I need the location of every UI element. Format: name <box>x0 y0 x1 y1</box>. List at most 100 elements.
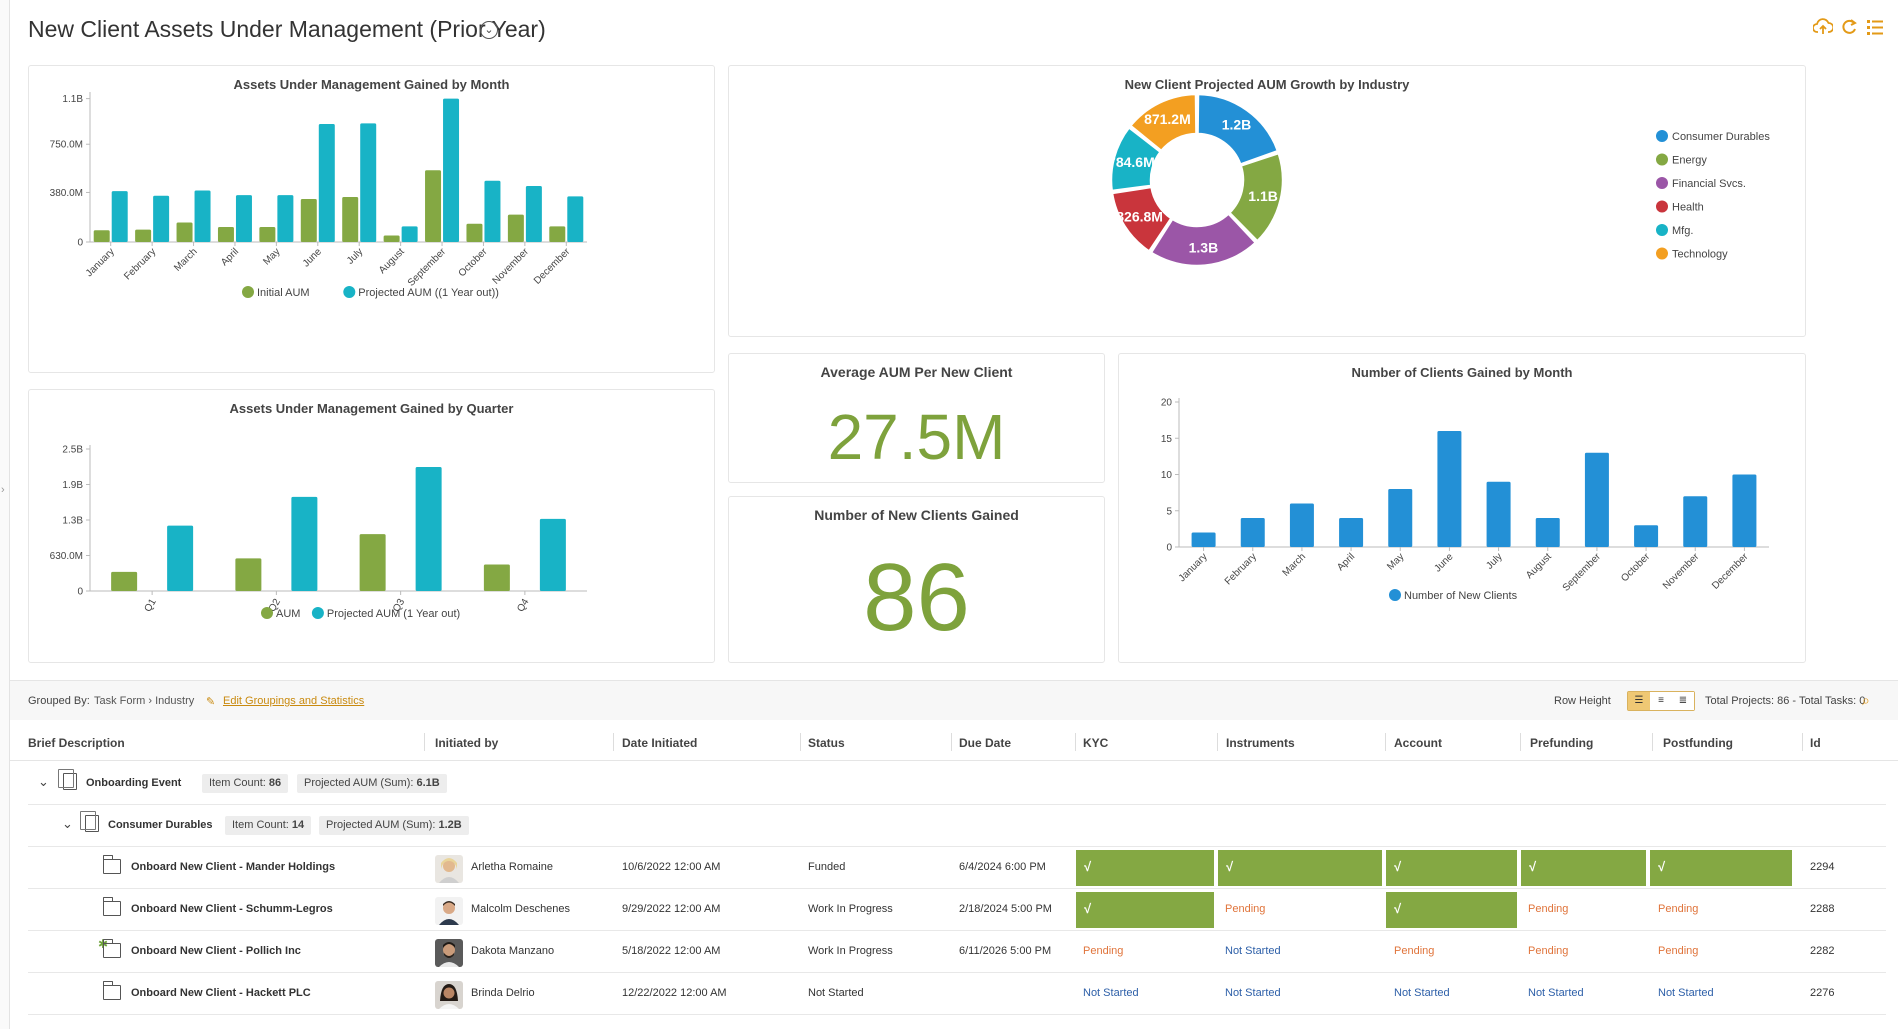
bar <box>525 185 542 242</box>
bar <box>360 123 377 242</box>
row-description[interactable]: Onboard New Client - Pollich Inc <box>131 945 301 957</box>
table-row[interactable]: Onboard New Client - Mander Holdings Arl… <box>28 847 1886 889</box>
kyc-status[interactable]: √ <box>1076 892 1214 928</box>
legend-marker <box>242 286 254 298</box>
bar <box>277 195 294 242</box>
legend-label: Energy <box>1672 155 1707 167</box>
group-row-onboarding-event[interactable]: ⌄ Onboarding Event Item Count: 86 Projec… <box>28 763 1886 805</box>
avg-aum-card: Average AUM Per New Client 27.5M <box>728 353 1105 483</box>
bar <box>443 98 460 242</box>
col-due-date[interactable]: Due Date <box>959 736 1012 750</box>
slice-label: 1.3B <box>1189 240 1219 256</box>
bar <box>291 496 318 591</box>
instruments-status[interactable]: Pending <box>1225 903 1266 915</box>
row-id: 2288 <box>1810 903 1835 915</box>
postfunding-status[interactable]: Pending <box>1658 903 1699 915</box>
legend-label: Mfg. <box>1672 225 1693 237</box>
col-account[interactable]: Account <box>1394 736 1442 750</box>
x-tick-label: August <box>1524 551 1554 581</box>
col-date-initiated[interactable]: Date Initiated <box>622 736 698 750</box>
aum-by-quarter-card: Assets Under Management Gained by Quarte… <box>28 389 715 663</box>
row-description[interactable]: Onboard New Client - Schumm-Legros <box>131 903 333 915</box>
edit-groupings-link[interactable]: Edit Groupings and Statistics <box>223 695 365 707</box>
prefunding-status[interactable]: Not Started <box>1528 987 1584 999</box>
row-height-medium-button[interactable]: ≡ <box>1650 692 1672 710</box>
col-prefunding[interactable]: Prefunding <box>1530 736 1594 750</box>
title-dropdown-button[interactable]: ⌄ <box>480 21 498 39</box>
group-row-consumer-durables[interactable]: ⌄ Consumer Durables Item Count: 14 Proje… <box>28 805 1886 847</box>
pie-slice <box>1109 125 1163 193</box>
col-kyc[interactable]: KYC <box>1083 736 1109 750</box>
bar <box>111 191 128 242</box>
avatar <box>435 981 463 1009</box>
instruments-status[interactable]: √ <box>1218 850 1382 886</box>
col-initiated-by[interactable]: Initiated by <box>435 736 499 750</box>
x-tick-label: October <box>1619 551 1652 584</box>
prefunding-status[interactable]: √ <box>1521 850 1646 886</box>
instruments-status[interactable]: Not Started <box>1225 945 1281 957</box>
account-status[interactable]: Pending <box>1394 945 1435 957</box>
x-tick-label: February <box>1223 551 1259 587</box>
col-status[interactable]: Status <box>808 736 845 750</box>
col-brief-description[interactable]: Brief Description <box>28 736 125 750</box>
table-row[interactable]: Onboard New Client - Schumm-Legros Malco… <box>28 889 1886 931</box>
search-comment-icon[interactable]: ⌕ <box>1862 692 1870 708</box>
chevron-right-icon: › <box>1 484 5 496</box>
prefunding-status[interactable]: Pending <box>1528 945 1569 957</box>
bar <box>1486 481 1511 547</box>
collapse-icon[interactable]: ⌄ <box>38 774 49 789</box>
row-height-small-button[interactable]: ≣ <box>1672 692 1694 710</box>
bar <box>1683 496 1708 547</box>
bar <box>135 229 152 242</box>
y-tick-label: 750.0M <box>50 140 83 151</box>
x-tick-label: August <box>377 246 407 276</box>
kyc-status[interactable]: √ <box>1076 850 1214 886</box>
x-tick-label: February <box>122 246 158 282</box>
slice-label: 826.8M <box>1116 209 1163 225</box>
kyc-status[interactable]: Pending <box>1083 945 1124 957</box>
refresh-icon[interactable] <box>1840 18 1858 41</box>
row-height-large-button[interactable]: ☰ <box>1628 692 1650 710</box>
y-tick-label: 2.5B <box>62 445 83 456</box>
legend-label: Initial AUM <box>257 287 310 299</box>
table-row[interactable]: Onboard New Client - Hackett PLC Brinda … <box>28 973 1886 1015</box>
postfunding-status[interactable]: Not Started <box>1658 987 1714 999</box>
postfunding-status[interactable]: √ <box>1650 850 1792 886</box>
bar <box>466 223 483 242</box>
row-initiated-by: Dakota Manzano <box>471 945 555 957</box>
folder-icon <box>102 897 121 916</box>
row-initiated-by: Brinda Delrio <box>471 987 535 999</box>
upload-icon[interactable] <box>1812 18 1835 41</box>
instruments-status[interactable]: Not Started <box>1225 987 1281 999</box>
row-status: Not Started <box>808 987 864 999</box>
x-tick-label: March <box>172 246 199 273</box>
clients-by-month-title: Number of Clients Gained by Month <box>1351 365 1573 380</box>
x-tick-label: May <box>261 246 282 267</box>
kyc-status[interactable]: Not Started <box>1083 987 1139 999</box>
account-status[interactable]: Not Started <box>1394 987 1450 999</box>
legend-label: Financial Svcs. <box>1672 178 1746 190</box>
row-description[interactable]: Onboard New Client - Hackett PLC <box>131 987 311 999</box>
collapse-sidebar-handle[interactable]: › <box>0 0 10 1029</box>
collapse-icon[interactable]: ⌄ <box>62 816 73 831</box>
row-description[interactable]: Onboard New Client - Mander Holdings <box>131 861 336 873</box>
x-tick-label: December <box>532 246 573 287</box>
account-status[interactable]: √ <box>1386 850 1517 886</box>
row-due-date: 6/11/2026 5:00 PM <box>959 945 1052 957</box>
new-clients-title: Number of New Clients Gained <box>814 507 1019 523</box>
account-status[interactable]: √ <box>1386 892 1517 928</box>
bar <box>153 195 170 242</box>
x-tick-label: June <box>301 246 324 269</box>
col-instruments[interactable]: Instruments <box>1226 736 1295 750</box>
avatar <box>435 855 463 883</box>
bar <box>359 534 386 591</box>
x-tick-label: July <box>345 246 365 266</box>
list-menu-icon[interactable] <box>1866 18 1884 41</box>
prefunding-status[interactable]: Pending <box>1528 903 1569 915</box>
table-row[interactable]: ✱ Onboard New Client - Pollich Inc Dakot… <box>28 931 1886 973</box>
col-id[interactable]: Id <box>1810 736 1821 750</box>
postfunding-status[interactable]: Pending <box>1658 945 1699 957</box>
col-postfunding[interactable]: Postfunding <box>1663 736 1733 750</box>
bar <box>235 195 252 242</box>
group-name: Onboarding Event <box>86 777 182 789</box>
